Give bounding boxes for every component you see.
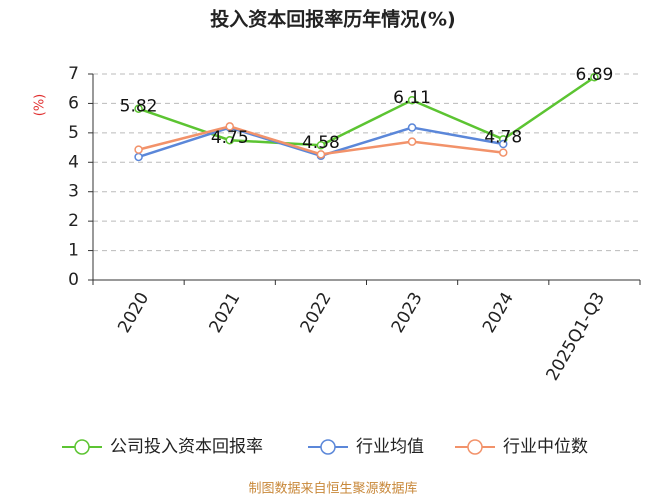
data-label: 4.78	[484, 127, 522, 147]
legend-label: 行业中位数	[503, 437, 588, 457]
x-tick-label: 2024	[479, 289, 518, 336]
y-tick-label: 5	[68, 123, 79, 143]
legend-label: 行业均值	[356, 437, 424, 457]
y-tick-label: 6	[68, 93, 79, 113]
data-label: 4.58	[302, 133, 340, 153]
x-tick-label: 2023	[388, 289, 427, 336]
y-tick-label: 1	[68, 241, 79, 261]
data-label: 6.89	[575, 65, 613, 85]
data-point	[590, 72, 599, 82]
data-point	[225, 122, 234, 131]
data-point	[225, 135, 234, 145]
data-point	[316, 150, 326, 159]
series-line	[138, 76, 596, 147]
data-point	[407, 95, 417, 105]
legend-label: 公司投入资本回报率	[110, 437, 263, 457]
data-point	[499, 139, 508, 149]
x-tick-label: 2020	[114, 289, 153, 336]
legend-marker	[74, 439, 90, 455]
data-point	[407, 137, 417, 146]
y-tick-label: 2	[68, 211, 79, 231]
data-label: 6.11	[393, 88, 431, 108]
source-note: 制图数据来自恒生聚源数据库	[248, 481, 417, 497]
chart-title: 投入资本回报率历年情况(%)	[210, 8, 455, 31]
y-tick-label: 7	[68, 64, 79, 84]
data-point	[407, 123, 417, 132]
y-tick-label: 0	[68, 270, 79, 290]
data-point	[134, 104, 143, 113]
data-label: 4.75	[211, 128, 249, 148]
data-label: 5.82	[120, 97, 158, 117]
x-tick-label: 2025Q1-Q3	[543, 289, 610, 384]
legend-marker	[320, 439, 336, 455]
y-axis-label: (%)	[33, 94, 48, 117]
data-point	[316, 140, 326, 150]
y-tick-label: 3	[68, 182, 79, 202]
x-tick-label: 2022	[297, 289, 336, 336]
y-tick-label: 4	[68, 152, 79, 172]
legend-marker	[467, 439, 483, 455]
data-point	[499, 148, 508, 157]
data-point	[134, 145, 143, 154]
x-tick-label: 2021	[205, 289, 244, 336]
data-point	[134, 152, 143, 162]
